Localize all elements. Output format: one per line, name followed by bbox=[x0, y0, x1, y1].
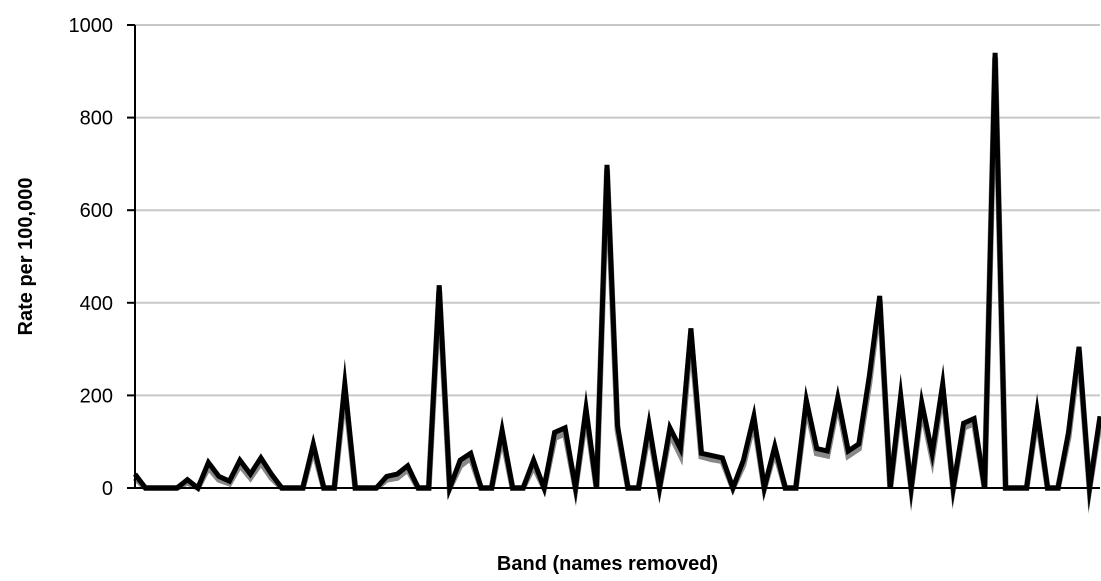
y-tick-label-1000: 1000 bbox=[69, 15, 114, 37]
y-tick-label-600: 600 bbox=[80, 200, 113, 222]
axes bbox=[134, 25, 1100, 489]
y-tick-label-0: 0 bbox=[102, 478, 113, 500]
y-tick-label-400: 400 bbox=[80, 293, 113, 315]
y-tick-label-800: 800 bbox=[80, 108, 113, 130]
y-tick-label-200: 200 bbox=[80, 385, 113, 407]
y-axis-title: Rate per 100,000 bbox=[15, 178, 37, 336]
x-axis-title: Band (names removed) bbox=[497, 553, 718, 575]
gridlines bbox=[135, 24, 1100, 397]
y-tick-labels: 0 200 400 600 800 1000 bbox=[69, 15, 135, 500]
